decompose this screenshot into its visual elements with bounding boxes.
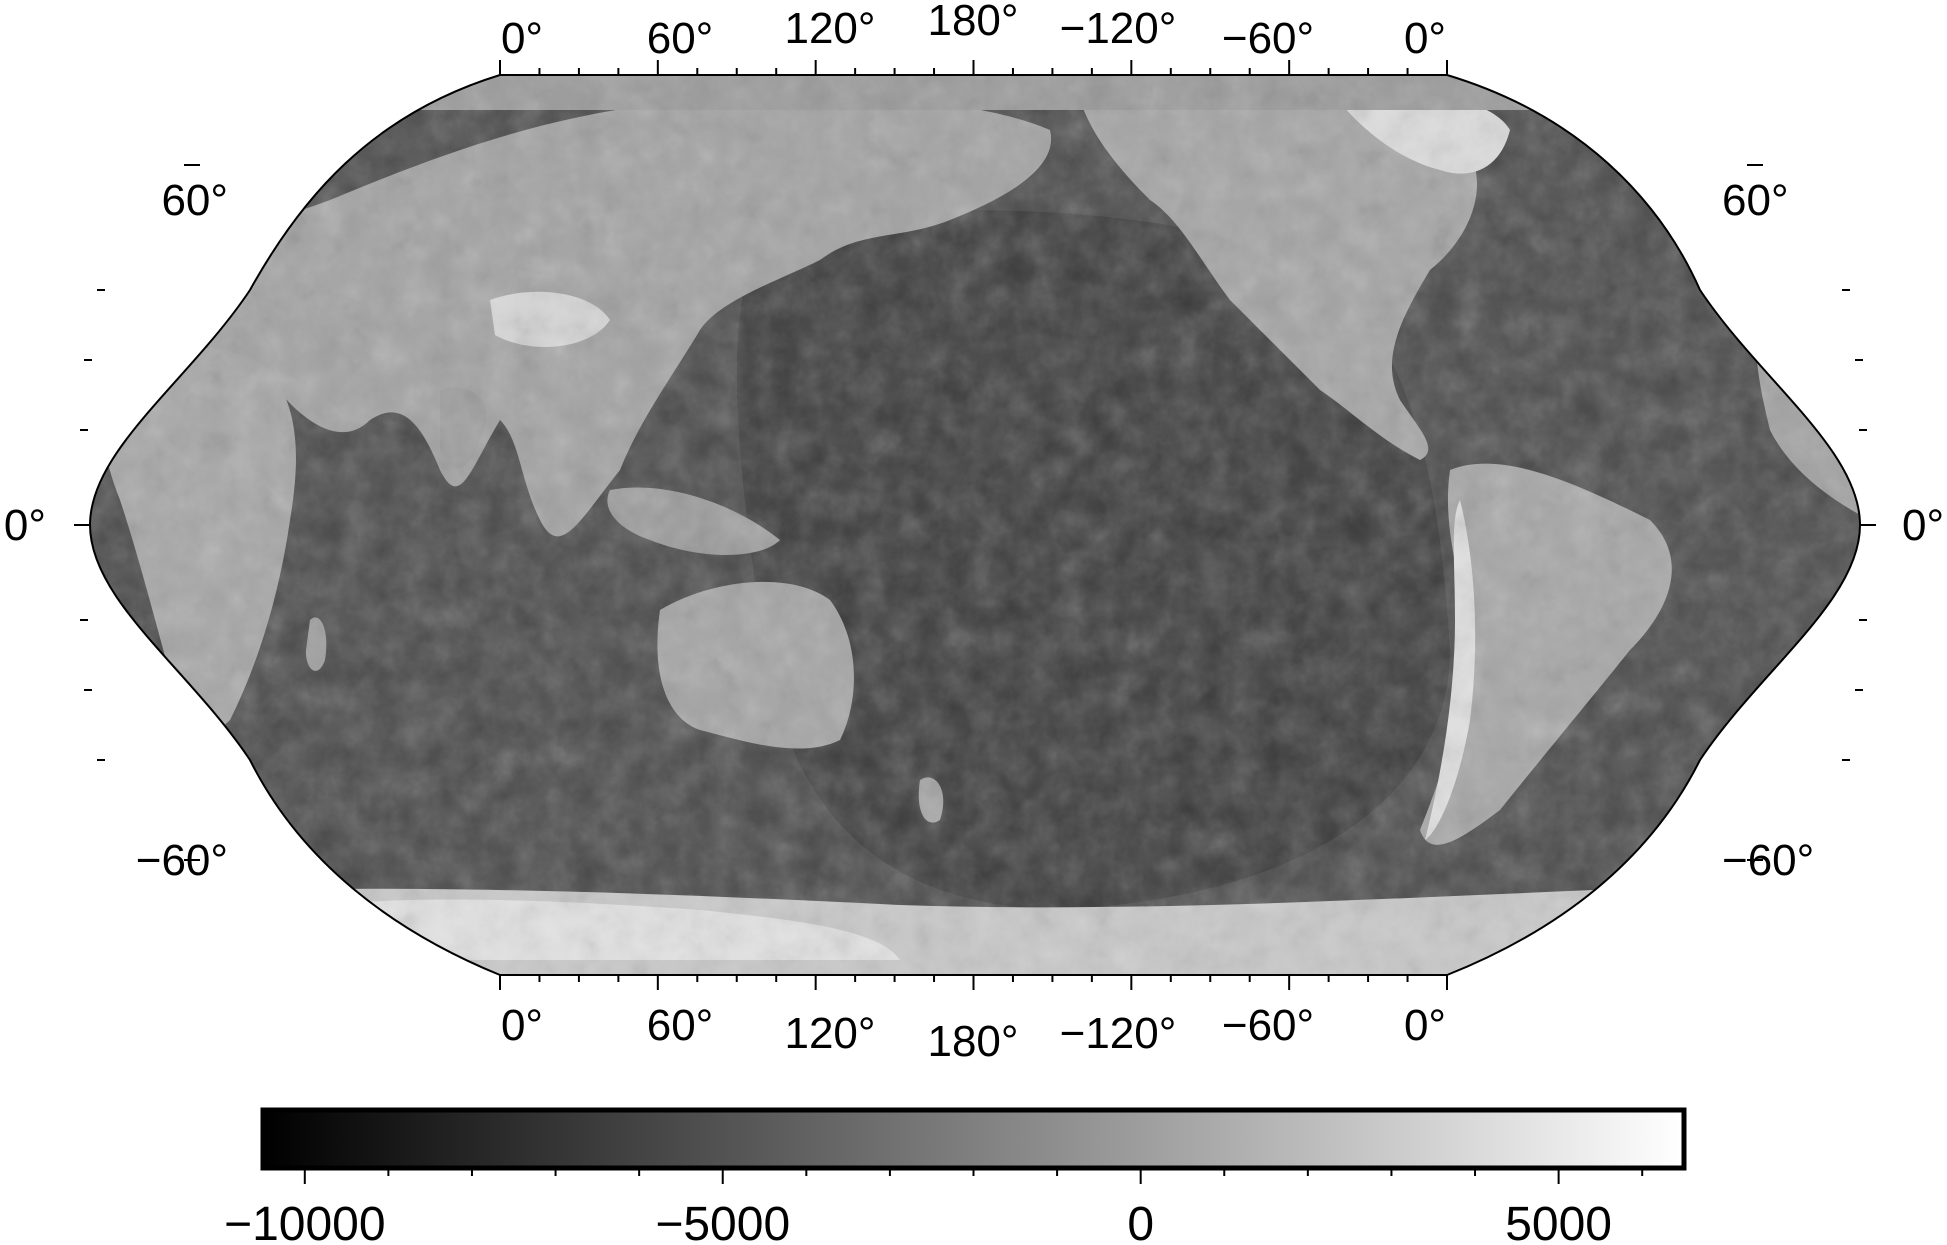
bottom-lon-label: 120° (784, 1009, 875, 1058)
colorbar-gradient (260, 1107, 1687, 1171)
right-lat-label: −60° (1722, 836, 1814, 885)
left-lat-label: 0° (4, 501, 46, 550)
top-lon-label: 120° (784, 4, 875, 53)
relief-texture (90, 75, 1860, 975)
bottom-lon-label: 180° (927, 1017, 1018, 1066)
left-latitude-labels: 60° 0° −60° (4, 176, 228, 885)
right-lat-label: 60° (1722, 176, 1789, 225)
top-lon-label: 60° (647, 14, 714, 63)
colorbar-tick-label: 0 (1127, 1198, 1154, 1245)
colorbar-tick-label: −10000 (224, 1198, 386, 1245)
top-lon-label: 0° (1404, 14, 1446, 63)
top-longitude-labels: 0° 60° 120° 180° −120° −60° 0° (501, 0, 1446, 63)
bottom-lon-label: 60° (647, 1001, 714, 1050)
bottom-lon-label: −120° (1060, 1009, 1177, 1058)
left-lat-label: −60° (136, 836, 228, 885)
colorbar-ticks (303, 1168, 1644, 1184)
top-lon-label: 180° (927, 0, 1018, 45)
right-lat-label: 0° (1902, 501, 1944, 550)
left-lat-label: 60° (161, 176, 228, 225)
colorbar-labels: −10000 −5000 0 5000 (224, 1198, 1612, 1245)
bottom-lon-label: −60° (1222, 1001, 1314, 1050)
bottom-lon-label: 0° (1404, 1001, 1446, 1050)
bottom-lon-label: 0° (501, 1001, 543, 1050)
top-lon-label: 0° (501, 14, 543, 63)
bottom-longitude-labels: 0° 60° 120° 180° −120° −60° 0° (501, 1001, 1446, 1066)
frame-ticks (74, 60, 1876, 990)
right-latitude-labels: 60° 0° −60° (1722, 176, 1944, 885)
colorbar-tick-label: 5000 (1505, 1198, 1612, 1245)
top-lon-label: −120° (1060, 4, 1177, 53)
relief-map (90, 75, 1860, 975)
colorbar-tick-label: −5000 (655, 1198, 790, 1245)
top-lon-label: −60° (1222, 14, 1314, 63)
colorbar: −10000 −5000 0 5000 (224, 1107, 1687, 1245)
